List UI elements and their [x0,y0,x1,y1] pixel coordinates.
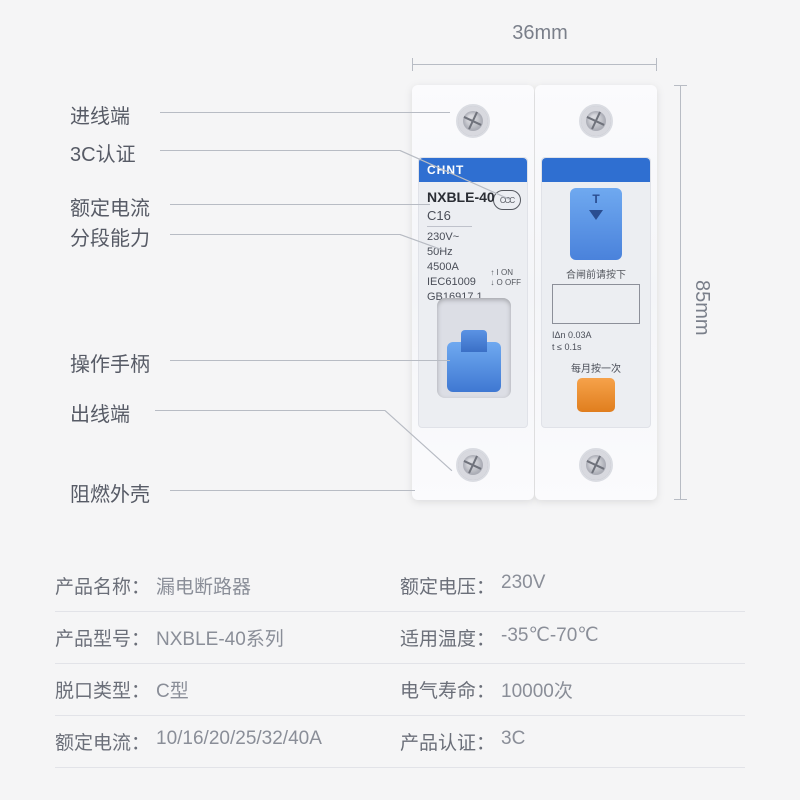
handle-slot [437,298,511,398]
width-dimension-line [412,64,657,65]
spec-key: 电气寿命： [400,676,495,703]
spec-value: 漏电断路器 [156,572,251,599]
spec-table: 产品名称：漏电断路器 额定电压：230V 产品型号：NXBLE-40系列 适用温… [55,560,745,768]
callout-flame-retardant: 阻燃外壳 [70,478,170,507]
input-terminal-row [412,93,534,148]
spec-key: 额定电压： [400,572,495,599]
breaker-device: CHNT CCC NXBLE-40 C16 230V~ 50Hz 4500A I… [412,85,657,500]
breaker-left-module: CHNT CCC NXBLE-40 C16 230V~ 50Hz 4500A I… [412,85,534,500]
spec-row: 额定电流：10/16/20/25/32/40A [55,716,400,768]
toggle-handle [447,342,501,392]
test-button [570,188,622,260]
spec-value: -35℃-70℃ [501,624,599,651]
spec-value: 3C [501,728,525,755]
freq-text: 50Hz [427,245,519,260]
leader-line [170,234,400,235]
voltage-text: 230V~ [427,230,519,245]
callout-group: 进线端 3C认证 额定电流 分段能力 操作手柄 出线端 阻燃外壳 [0,0,412,540]
spec-row: 脱口类型：C型 [55,664,400,716]
spec-value: C型 [156,676,189,703]
output-terminal-row [535,437,657,492]
screw-icon [456,104,490,138]
input-terminal-row [535,93,657,148]
spec-key: 脱口类型： [55,676,150,703]
t-text: t ≤ 0.1s [552,342,640,354]
spec-value: 10/16/20/25/32/40A [156,728,322,755]
on-off-indicator: ↑ I ON ↓ O OFF [490,268,521,287]
left-face: CHNT CCC NXBLE-40 C16 230V~ 50Hz 4500A I… [418,157,528,428]
schematic-icon [552,284,640,324]
leader-line [155,410,385,411]
callout-breaking-capacity: 分段能力 [70,222,170,251]
callout-3c: 3C认证 [70,138,170,167]
press-before-close-note: 合闸前请按下 [542,266,650,281]
current-rating: C16 [427,207,472,228]
width-dimension: 36mm [440,22,640,45]
leader-line [160,112,450,113]
callout-output-terminal: 出线端 [70,398,170,427]
output-terminal-row [412,437,534,492]
callout-handle: 操作手柄 [70,348,170,377]
spec-row: 产品型号：NXBLE-40系列 [55,612,400,664]
diagram-area: 36mm 85mm CHNT CCC NXBLE-40 C16 230V~ 50… [0,0,800,540]
brand-bar: CHNT [419,158,527,182]
screw-icon [456,448,490,482]
leader-line [170,360,450,361]
spec-value: 230V [501,572,545,599]
leader-line [160,150,400,151]
breaker-right-module: 合闸前请按下 IΔn 0.03A t ≤ 0.1s 每月按一次 [535,85,657,500]
screw-icon [579,104,613,138]
leader-line [170,204,430,205]
spec-row: 产品认证：3C [400,716,745,768]
callout-rated-current: 额定电流 [70,192,170,221]
spec-key: 适用温度： [400,624,495,651]
spec-key: 产品型号： [55,624,150,651]
spec-value: 10000次 [501,676,573,703]
spec-value: NXBLE-40系列 [156,624,284,651]
arrow-down-icon [589,210,603,220]
right-face: 合闸前请按下 IΔn 0.03A t ≤ 0.1s 每月按一次 [541,157,651,428]
spec-row: 适用温度：-35℃-70℃ [400,612,745,664]
brand-bar-right [542,158,650,182]
height-dimension: 85mm [690,280,713,336]
spec-row: 产品名称：漏电断路器 [55,560,400,612]
spec-key: 产品名称： [55,572,150,599]
spec-row: 额定电压：230V [400,560,745,612]
screw-icon [579,448,613,482]
idn-text: IΔn 0.03A [552,330,640,342]
spec-key: 产品认证： [400,728,495,755]
residual-current-spec: IΔn 0.03A t ≤ 0.1s [552,330,640,353]
spec-row: 电气寿命：10000次 [400,664,745,716]
leader-line [170,490,415,491]
callout-input-terminal: 进线端 [70,100,170,129]
monthly-test-note: 每月按一次 [542,360,650,375]
test-push-button [577,378,615,412]
spec-key: 额定电流： [55,728,150,755]
height-dimension-line [680,85,681,500]
